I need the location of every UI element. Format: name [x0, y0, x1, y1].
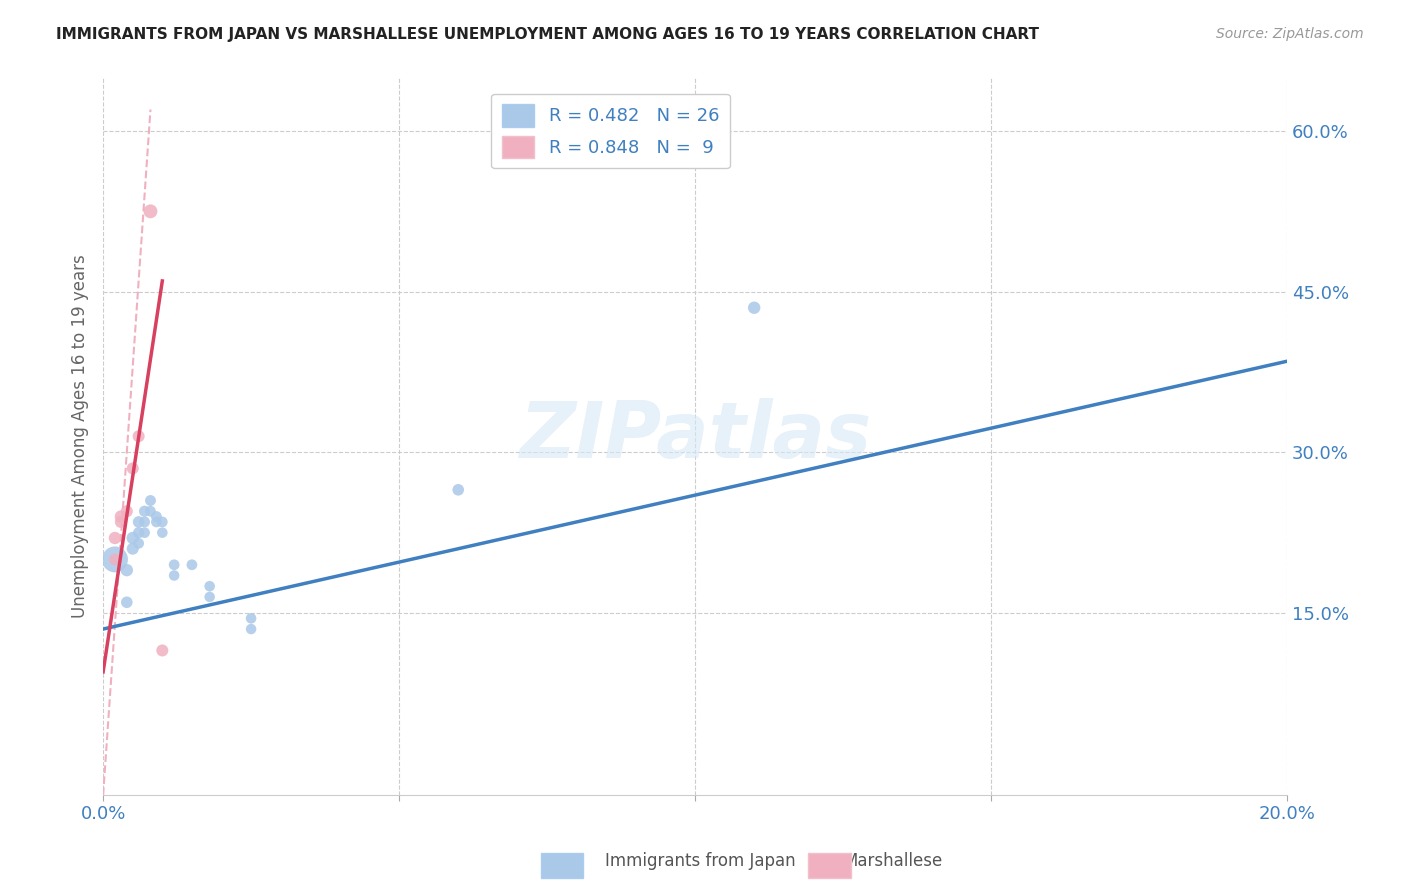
Point: [150, 515, 173, 529]
Point: [104, 552, 127, 566]
Point: [145, 509, 167, 524]
Point: [134, 525, 156, 540]
Point: [128, 525, 150, 540]
Point: [447, 483, 470, 497]
Point: [163, 568, 186, 582]
Legend: R = 0.482   N = 26, R = 0.848   N =  9: R = 0.482 N = 26, R = 0.848 N = 9: [491, 94, 730, 169]
Point: [104, 552, 127, 566]
Text: Immigrants from Japan: Immigrants from Japan: [605, 852, 796, 870]
Point: [121, 531, 143, 545]
Point: [121, 461, 143, 475]
Point: [240, 611, 263, 625]
Point: [128, 515, 150, 529]
Text: ZIPatlas: ZIPatlas: [519, 398, 872, 475]
Point: [139, 204, 162, 219]
Y-axis label: Unemployment Among Ages 16 to 19 years: Unemployment Among Ages 16 to 19 years: [72, 254, 89, 618]
Point: [139, 504, 162, 518]
Point: [128, 536, 150, 550]
Point: [110, 509, 132, 524]
Text: IMMIGRANTS FROM JAPAN VS MARSHALLESE UNEMPLOYMENT AMONG AGES 16 TO 19 YEARS CORR: IMMIGRANTS FROM JAPAN VS MARSHALLESE UNE…: [56, 27, 1039, 42]
Point: [198, 590, 221, 604]
Point: [163, 558, 186, 572]
Point: [115, 563, 138, 577]
Point: [115, 504, 138, 518]
Point: [180, 558, 202, 572]
Point: [145, 515, 167, 529]
Point: [128, 429, 150, 443]
Text: Marshallese: Marshallese: [844, 852, 943, 870]
Point: [134, 515, 156, 529]
Point: [240, 622, 263, 636]
Point: [150, 525, 173, 540]
Point: [742, 301, 765, 315]
Point: [139, 493, 162, 508]
Point: [115, 595, 138, 609]
Point: [198, 579, 221, 593]
Point: [104, 531, 127, 545]
Point: [121, 541, 143, 556]
Point: [150, 643, 173, 657]
Text: Source: ZipAtlas.com: Source: ZipAtlas.com: [1216, 27, 1364, 41]
Point: [134, 504, 156, 518]
Point: [110, 515, 132, 529]
